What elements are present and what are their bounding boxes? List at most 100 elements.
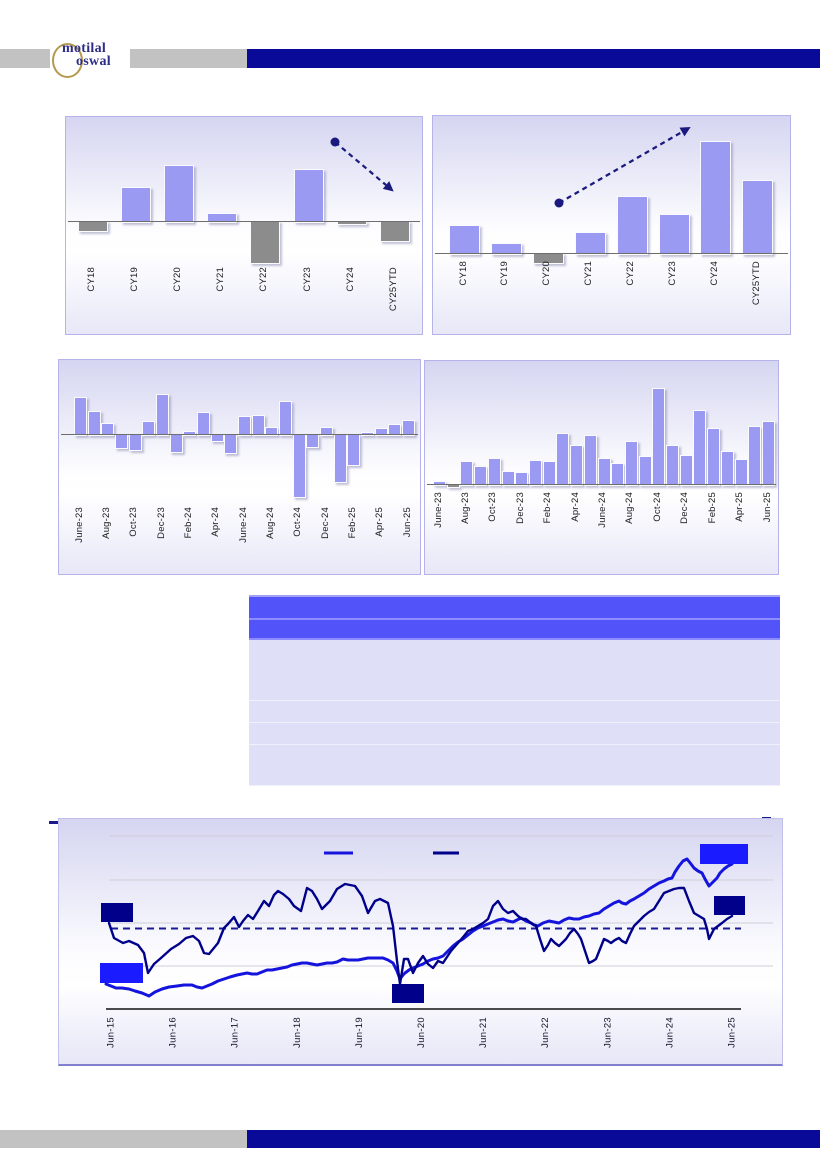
- bar: [583, 435, 597, 486]
- bar: [207, 213, 238, 223]
- x-tick-label: Oct-24: [651, 492, 663, 522]
- bar: [333, 434, 347, 483]
- header-blue-band: [247, 49, 820, 68]
- cy-returns-bar-chart-left: CY18 CY19 CY20 CY21 CY22 CY23 CY24 CY25YTD: [65, 116, 423, 335]
- x-tick-label: CY20: [172, 267, 184, 292]
- bar: [379, 221, 410, 242]
- brand-logo: motilal oswal: [50, 40, 130, 78]
- x-tick-label: Jun-23: [602, 1017, 613, 1048]
- bar: [78, 221, 108, 232]
- bar: [638, 456, 652, 486]
- bar: [164, 165, 195, 223]
- bar: [474, 466, 488, 486]
- bar: [720, 451, 734, 486]
- callout-box: [101, 903, 133, 922]
- table-row: [249, 745, 780, 786]
- table-header-row: [249, 620, 780, 640]
- bar: [347, 434, 361, 466]
- x-tick-label: Jun-19: [354, 1017, 365, 1048]
- bar: [658, 214, 690, 255]
- footer-blue-band: [247, 1130, 820, 1148]
- x-tick-label: Oct-23: [487, 492, 499, 522]
- bar: [666, 445, 680, 486]
- trend-chart-canvas: Jun-15 Jun-16 Jun-17 Jun-18 Jun-19 Jun-20 Jun-…: [100, 835, 773, 1048]
- bar: [74, 397, 87, 436]
- x-tick-label: Apr-25: [734, 492, 746, 522]
- x-tick-label: Oct-24: [292, 507, 304, 537]
- bar: [490, 243, 522, 255]
- bar: [87, 411, 101, 436]
- zero-axis-line: [68, 221, 420, 222]
- bar: [293, 169, 324, 223]
- bar: [238, 416, 252, 436]
- cy-returns-bar-chart-right: CY18 CY19 CY20 CY21 CY22 CY23 CY24 CY25YTD: [432, 115, 791, 335]
- x-tick-label: Jun-25: [401, 507, 413, 538]
- x-tick-label: Apr-24: [210, 507, 222, 537]
- x-tick-label: Feb-24: [182, 507, 194, 539]
- x-tick-label: Aug-24: [264, 507, 276, 539]
- bar: [570, 445, 584, 486]
- x-tick-label: Apr-25: [374, 507, 386, 537]
- x-tick-label: June-24: [597, 492, 609, 528]
- monthly-bar-chart-left: June-23 Aug-23 Oct-23 Dec-23 Feb-24 Apr-24 Jun…: [58, 359, 421, 575]
- bar: [542, 461, 556, 486]
- bar: [449, 225, 480, 255]
- bar: [265, 427, 279, 436]
- bar: [624, 441, 638, 486]
- bar: [611, 463, 625, 486]
- monthly-bar-chart-right: June-23 Aug-23 Oct-23 Dec-23 Feb-24 Apr-24 Jun…: [424, 360, 779, 575]
- bar: [433, 481, 446, 486]
- x-tick-label: Jun-16: [168, 1017, 179, 1048]
- trend-line-chart: Jun-15 Jun-16 Jun-17 Jun-18 Jun-19 Jun-20 Jun-…: [58, 818, 783, 1066]
- bar: [528, 460, 542, 486]
- x-tick-label: Aug-23: [100, 507, 112, 539]
- bar: [652, 388, 666, 486]
- bar: [700, 141, 732, 255]
- bar: [460, 461, 474, 486]
- x-tick-label: Jun-18: [292, 1017, 303, 1048]
- table-row: [249, 640, 780, 701]
- x-tick-label: Jun-15: [106, 1017, 117, 1048]
- bar: [292, 434, 306, 498]
- x-tick-label: CY24: [344, 267, 356, 292]
- bar: [734, 459, 748, 486]
- x-tick-label: Dec-23: [514, 492, 526, 524]
- x-tick-label: CY21: [215, 267, 227, 292]
- x-tick-label: CY19: [129, 267, 141, 292]
- bar: [128, 434, 142, 451]
- bar: [597, 458, 611, 486]
- x-tick-label: June-23: [432, 492, 444, 528]
- bar: [183, 431, 197, 436]
- bar: [388, 424, 402, 436]
- table-row: [249, 723, 780, 745]
- bar: [251, 415, 265, 436]
- logo-text-line2: oswal: [76, 54, 111, 69]
- x-tick-label: Dec-24: [319, 507, 331, 539]
- bar: [169, 434, 183, 453]
- bar: [693, 410, 707, 486]
- x-tick-label: CY24: [708, 261, 720, 286]
- table-header-row: [249, 597, 780, 620]
- callout-box: [100, 963, 143, 983]
- bar: [121, 187, 152, 223]
- x-tick-label: June-24: [237, 507, 249, 543]
- logo-text-line1: motilal: [62, 41, 107, 56]
- x-tick-label: Jun-24: [664, 1017, 675, 1048]
- x-tick-label: Dec-24: [679, 492, 691, 524]
- zero-axis-line: [435, 253, 788, 254]
- callout-box: [700, 844, 748, 864]
- bar: [501, 471, 515, 486]
- x-tick-label: Aug-23: [459, 492, 471, 524]
- trend-arrow-icon: [554, 127, 691, 208]
- logo-ring-icon: [52, 43, 83, 78]
- trend-corner-marker-left: [49, 821, 58, 824]
- bar: [101, 423, 115, 436]
- bar: [320, 427, 334, 436]
- x-tick-label: CY25YTD: [750, 261, 762, 306]
- x-tick-label: Feb-25: [346, 507, 358, 539]
- bar: [616, 196, 648, 255]
- callout-box: [714, 896, 745, 915]
- bar: [515, 472, 529, 486]
- x-tick-label: CY21: [583, 261, 595, 286]
